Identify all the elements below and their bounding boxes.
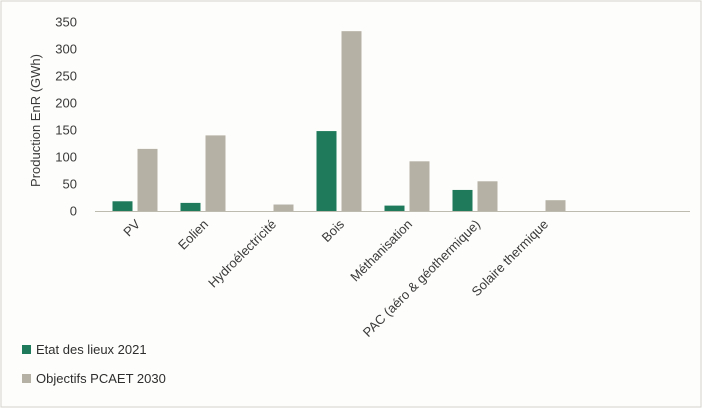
bar-objectif-2030	[273, 204, 294, 211]
legend-swatch	[22, 345, 31, 354]
bar-etat-2021	[452, 189, 473, 211]
y-axis-title: Production EnR (GWh)	[28, 54, 43, 187]
bar-etat-2021	[316, 131, 337, 211]
bar-objectif-2030	[545, 200, 566, 211]
x-tick-label: Bois	[319, 216, 348, 245]
y-tick-label: 50	[63, 177, 77, 192]
bar-objectif-2030	[205, 135, 226, 211]
x-tick-label: Eolien	[175, 217, 211, 253]
bar-objectif-2030	[409, 161, 430, 211]
y-tick-label: 250	[55, 69, 77, 84]
x-tick-label: Hydroélectricité	[205, 217, 279, 291]
bar-etat-2021	[384, 205, 405, 211]
bar-objectif-2030	[341, 31, 362, 212]
y-axis: 0 50 100 150 200 250 300 350	[55, 15, 77, 219]
y-tick-label: 200	[55, 96, 77, 111]
bars	[112, 31, 566, 212]
y-tick-label: 150	[55, 123, 77, 138]
bar-objectif-2030	[137, 148, 158, 211]
y-tick-label: 0	[70, 204, 77, 219]
y-tick-label: 100	[55, 150, 77, 165]
y-tick-label: 300	[55, 42, 77, 57]
legend: Etat des lieux 2021 Objectifs PCAET 2030	[22, 342, 166, 386]
bar-etat-2021	[112, 201, 133, 211]
bar-etat-2021	[180, 202, 201, 211]
x-tick-label: PV	[120, 216, 143, 239]
legend-label: Objectifs PCAET 2030	[36, 371, 166, 386]
legend-label: Etat des lieux 2021	[36, 342, 147, 357]
bar-objectif-2030	[477, 181, 498, 211]
x-tick-label: Méthanisation	[347, 217, 415, 285]
y-tick-label: 350	[55, 15, 77, 30]
legend-swatch	[22, 374, 31, 383]
x-tick-label: PAC (aéro & géothermique)	[360, 217, 483, 340]
